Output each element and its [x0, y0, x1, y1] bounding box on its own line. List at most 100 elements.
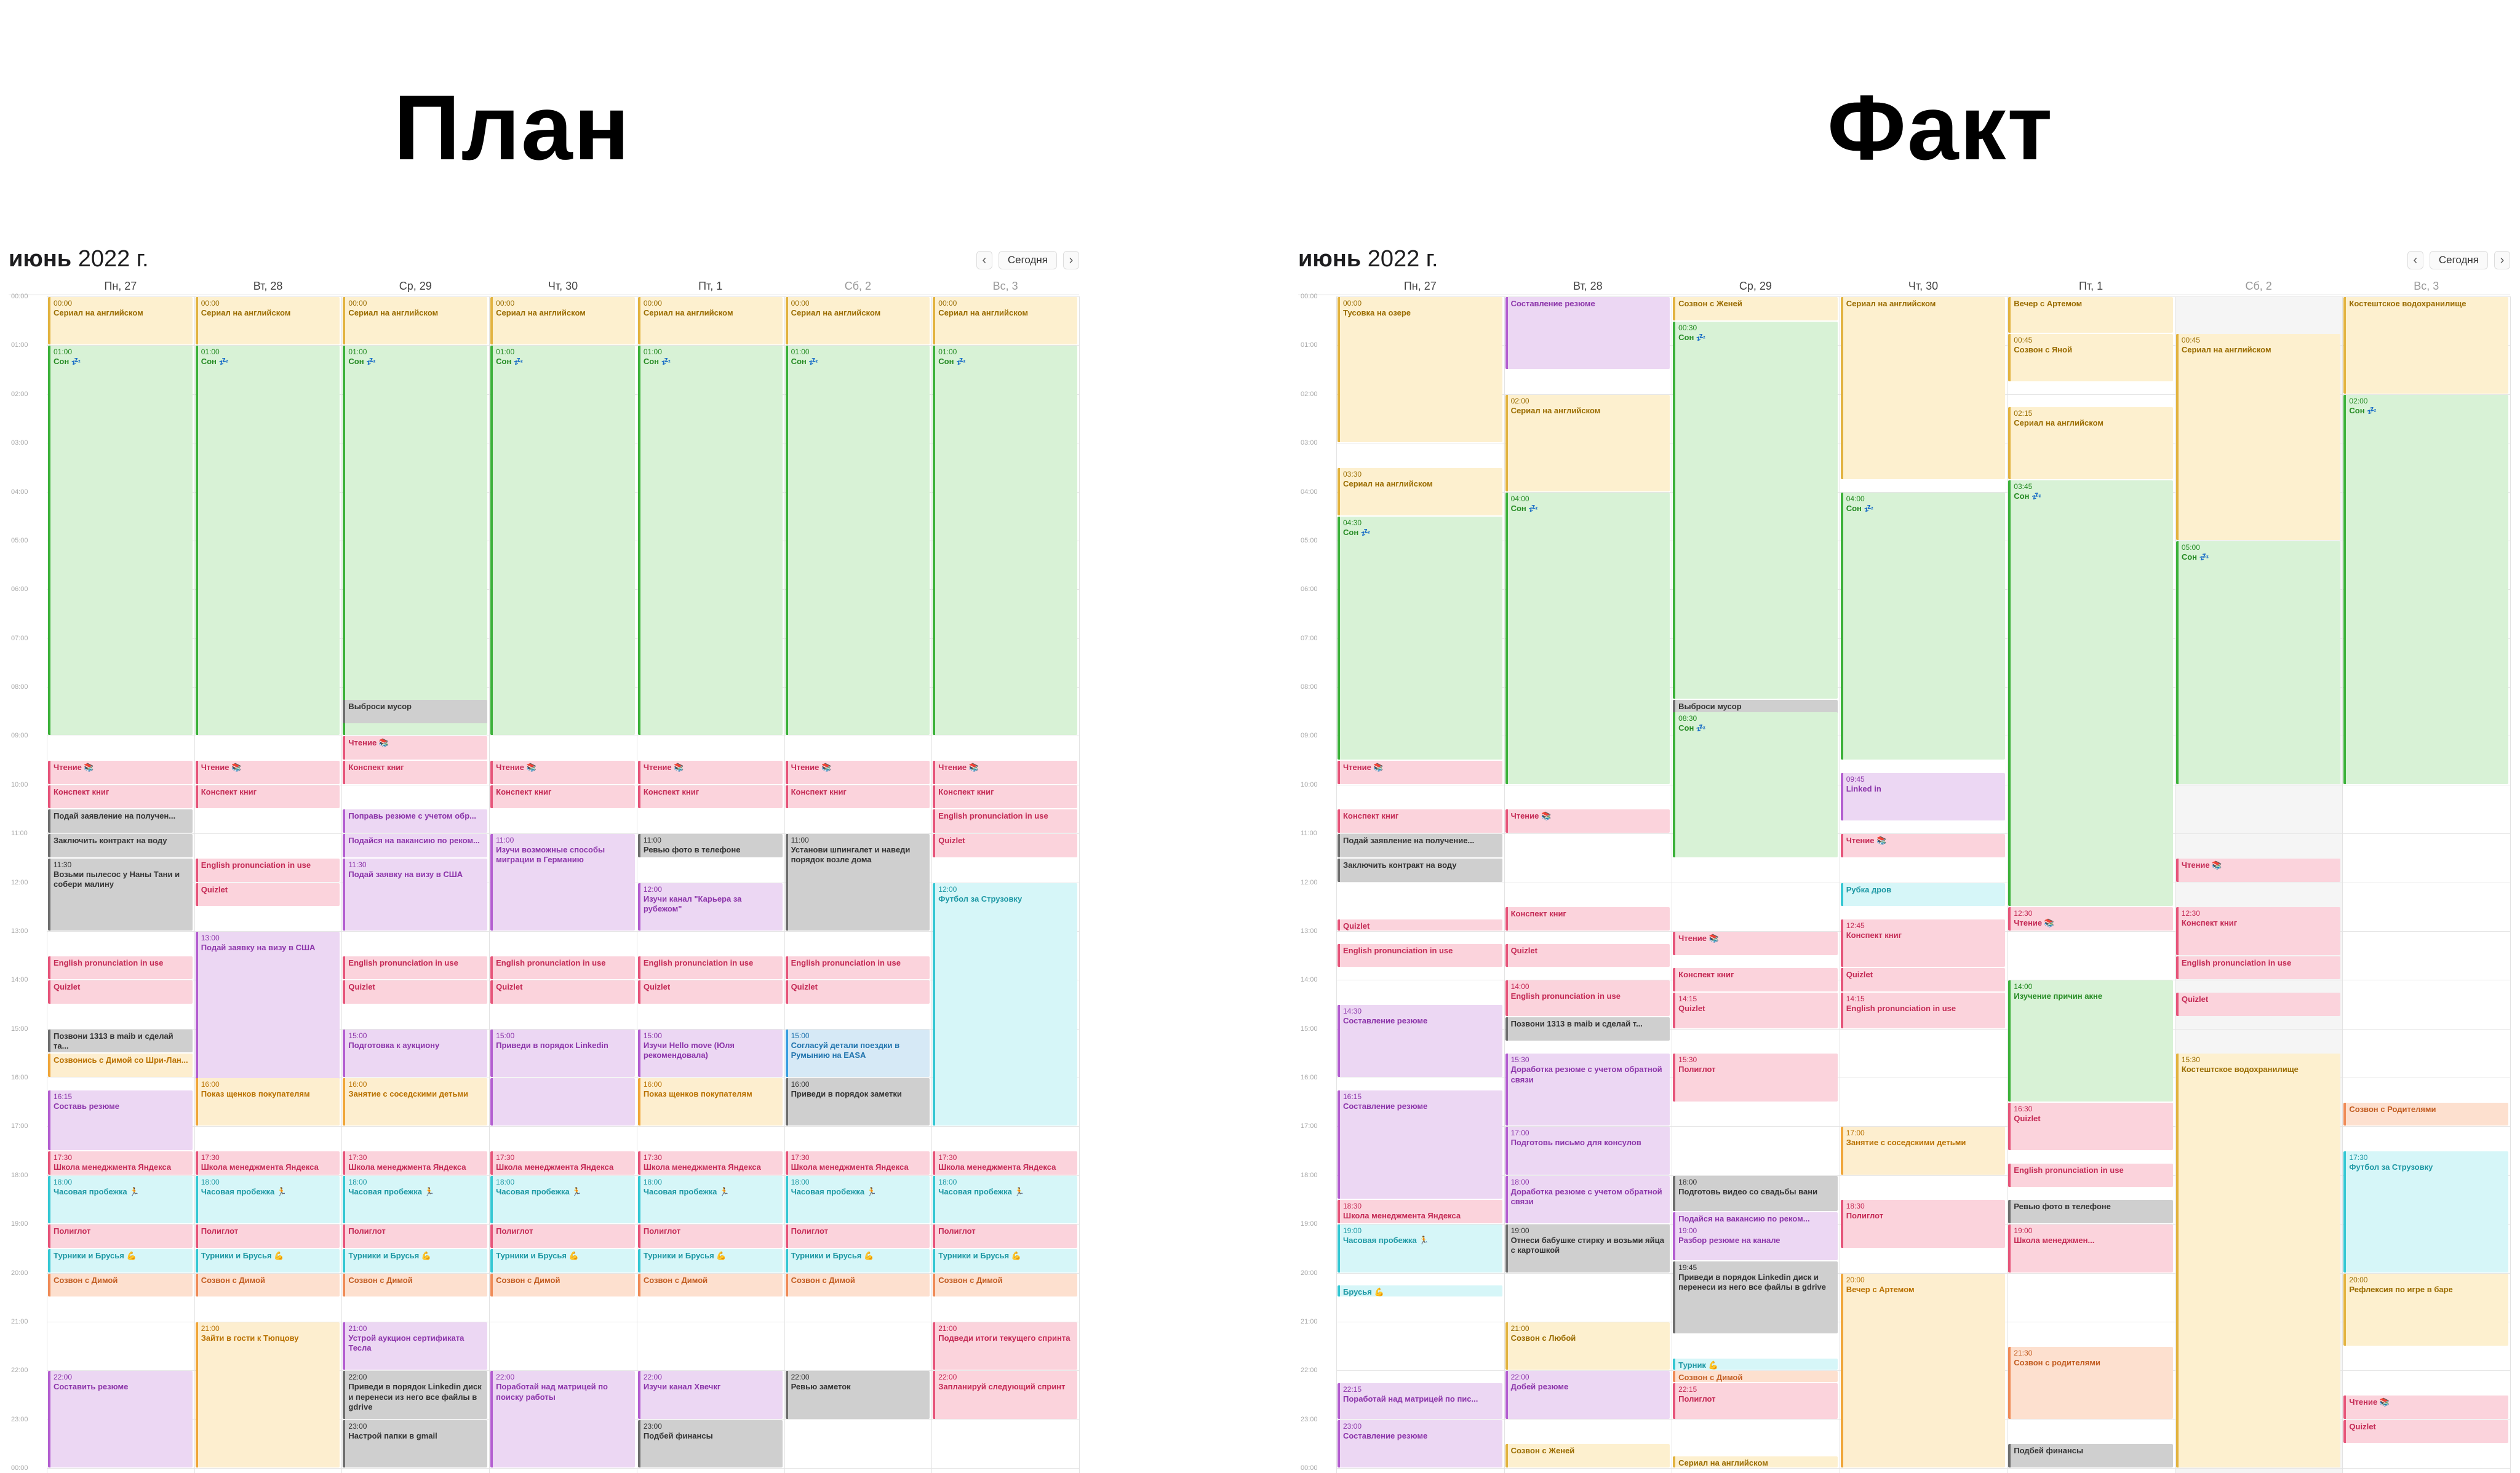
- calendar-event[interactable]: 11:30 Возьми пылесос у Наны Тани и собери…: [48, 858, 193, 931]
- calendar-event[interactable]: Позвони 1313 в maib и сделай т...: [1505, 1017, 1670, 1041]
- calendar-event[interactable]: 04:30 Сон 💤: [1338, 517, 1502, 760]
- today-button[interactable]: Сегодня: [998, 251, 1057, 269]
- calendar-event[interactable]: 00:45 Созвон с Яной: [2008, 333, 2173, 381]
- calendar-event[interactable]: Вечер с Артемом: [2008, 297, 2173, 333]
- calendar-event[interactable]: Заключить контракт на воду: [1338, 858, 1502, 882]
- calendar-event[interactable]: 01:00 Сон 💤: [785, 346, 930, 736]
- calendar-event[interactable]: 19:00 Разбор резюме на канале: [1673, 1225, 1838, 1260]
- calendar-event[interactable]: Конспект книг: [343, 761, 488, 784]
- calendar-event[interactable]: Чтение 📚: [933, 761, 1077, 784]
- calendar-event[interactable]: 15:00 Подготовка к аукциону: [343, 1029, 488, 1078]
- calendar-event[interactable]: 20:00 Рефлексия по игре в баре: [2343, 1273, 2508, 1346]
- today-button[interactable]: Сегодня: [2429, 251, 2488, 269]
- calendar-event[interactable]: 18:00 Подготовь видео со свадьбы вани: [1673, 1175, 1838, 1212]
- calendar-event[interactable]: Чтение 📚: [48, 761, 193, 784]
- calendar-event[interactable]: Турники и Брусья 💪: [785, 1249, 930, 1272]
- calendar-event[interactable]: Чтение 📚: [2343, 1395, 2508, 1419]
- calendar-event[interactable]: 12:30 Конспект книг: [2175, 907, 2341, 955]
- calendar-event[interactable]: Чтение 📚: [195, 761, 340, 784]
- calendar-event[interactable]: Чтение 📚: [490, 761, 635, 784]
- calendar-event[interactable]: Конспект книг: [195, 785, 340, 809]
- calendar-event[interactable]: 00:00 Тусовка на озере: [1338, 297, 1502, 443]
- calendar-event[interactable]: Поправь резюме с учетом обр...: [343, 809, 488, 833]
- calendar-event[interactable]: 22:00 Ревью заметок: [785, 1371, 930, 1419]
- calendar-event[interactable]: 21:00 Устрой аукцион сертификата Тесла: [343, 1322, 488, 1370]
- calendar-event[interactable]: Созвон с Димой: [933, 1273, 1077, 1297]
- calendar-event[interactable]: 21:00 Зайти в гости к Тюпцову: [195, 1322, 340, 1468]
- calendar-event[interactable]: Quizlet: [637, 980, 783, 1004]
- calendar-event[interactable]: Турники и Брусья 💪: [195, 1249, 340, 1272]
- calendar-event[interactable]: 02:15 Сериал на английском: [2008, 407, 2173, 479]
- day-header[interactable]: Сб, 2: [844, 280, 872, 292]
- calendar-event[interactable]: 01:00 Сон 💤: [490, 346, 635, 736]
- calendar-event[interactable]: 18:00 Часовая пробежка 🏃: [490, 1175, 635, 1224]
- calendar-event[interactable]: 14:15 Quizlet: [1673, 993, 1838, 1028]
- day-header[interactable]: Пн, 27: [1403, 280, 1437, 292]
- calendar-event[interactable]: Чтение 📚: [637, 761, 783, 784]
- calendar-event[interactable]: 22:00 Приведи в порядок Linkedin диск и п…: [343, 1371, 488, 1419]
- calendar-event[interactable]: 19:00 Школа менеджмен...: [2008, 1225, 2173, 1272]
- calendar-event[interactable]: Конспект книг: [1673, 968, 1838, 992]
- calendar-event[interactable]: English pronunciation in use: [785, 956, 930, 980]
- calendar-event[interactable]: 11:00 Установи шпингалет и наведи порядок…: [785, 834, 930, 931]
- calendar-event[interactable]: Выброси мусор: [343, 699, 488, 723]
- calendar-event[interactable]: 00:00 Сериал на английском: [785, 297, 930, 345]
- calendar-event[interactable]: 03:30 Сериал на английском: [1338, 467, 1502, 516]
- calendar-event[interactable]: 18:00 Часовая пробежка 🏃: [195, 1175, 340, 1224]
- calendar-event[interactable]: 16:00 Приведи в порядок заметки: [785, 1078, 930, 1126]
- calendar-event[interactable]: 19:00 Отнеси бабушке стирку и возьми яйца…: [1505, 1225, 1670, 1272]
- calendar-event[interactable]: Созвон с Димой: [1673, 1371, 1838, 1383]
- calendar-event[interactable]: 18:30 Полиглот: [1840, 1200, 2006, 1248]
- calendar-event[interactable]: 14:30 Составление резюме: [1338, 1004, 1502, 1078]
- calendar-event[interactable]: 14:15 English pronunciation in use: [1840, 993, 2006, 1028]
- calendar-event[interactable]: Чтение 📚: [1673, 931, 1838, 955]
- calendar-event[interactable]: 15:00 Изучи Hello move (Юля рекомендовала…: [637, 1029, 783, 1078]
- day-header[interactable]: Пт, 1: [2078, 280, 2103, 292]
- calendar-event[interactable]: Полиглот: [637, 1225, 783, 1248]
- calendar-event[interactable]: 18:00 Часовая пробежка 🏃: [48, 1175, 193, 1224]
- calendar-event[interactable]: Конспект книг: [637, 785, 783, 809]
- calendar-event[interactable]: Созвон с Женей: [1673, 297, 1838, 320]
- calendar-event[interactable]: English pronunciation in use: [2175, 956, 2341, 980]
- calendar-event[interactable]: 00:00 Сериал на английском: [637, 297, 783, 345]
- calendar-event[interactable]: 08:30 Сон 💤: [1673, 712, 1838, 857]
- calendar-event[interactable]: 18:00 Доработка резюме с учетом обратной …: [1505, 1175, 1670, 1224]
- day-header[interactable]: Сб, 2: [2245, 280, 2272, 292]
- calendar-event[interactable]: Созвон с Димой: [785, 1273, 930, 1297]
- calendar-event[interactable]: 21:00 Созвон с Любой: [1505, 1322, 1670, 1370]
- calendar-event[interactable]: Quizlet: [490, 980, 635, 1004]
- calendar-event[interactable]: Quizlet: [48, 980, 193, 1004]
- calendar-event[interactable]: Чтение 📚: [343, 736, 488, 760]
- calendar-event[interactable]: Quizlet: [933, 834, 1077, 857]
- prev-week-button[interactable]: ‹: [976, 251, 992, 269]
- calendar-event[interactable]: 22:00 Изучи канал Хвечкг: [637, 1371, 783, 1419]
- calendar-event[interactable]: 20:00 Вечер с Артемом: [1840, 1273, 2006, 1468]
- calendar-event[interactable]: 17:30 Школа менеджмента Яндекса: [490, 1151, 635, 1175]
- calendar-event[interactable]: Quizlet: [785, 980, 930, 1004]
- calendar-event[interactable]: Турник 💪: [1673, 1359, 1838, 1370]
- calendar-event[interactable]: Чтение 📚: [1505, 809, 1670, 833]
- calendar-event[interactable]: Чтение 📚: [1840, 834, 2006, 857]
- calendar-event[interactable]: Полиглот: [48, 1225, 193, 1248]
- calendar-event[interactable]: 18:00 Часовая пробежка 🏃: [785, 1175, 930, 1224]
- calendar-event[interactable]: 11:00 Изучи возможные способы миграции в …: [490, 834, 635, 931]
- calendar-event[interactable]: 02:00 Сон 💤: [2343, 394, 2508, 784]
- calendar-event[interactable]: English pronunciation in use: [490, 956, 635, 980]
- calendar-event[interactable]: 22:00 Поработай над матрицей по поиску ра…: [490, 1371, 635, 1468]
- calendar-event[interactable]: 16:00 Занятие с соседскими детьми: [343, 1078, 488, 1126]
- calendar-event[interactable]: Полиглот: [195, 1225, 340, 1248]
- calendar-event[interactable]: Брусья 💪: [1338, 1285, 1502, 1297]
- calendar-event[interactable]: Конспект книг: [1338, 809, 1502, 833]
- calendar-event[interactable]: Созвон с Димой: [195, 1273, 340, 1297]
- calendar-event[interactable]: Турники и Брусья 💪: [343, 1249, 488, 1272]
- calendar-event[interactable]: Турники и Брусья 💪: [48, 1249, 193, 1272]
- day-header[interactable]: Пн, 27: [104, 280, 137, 292]
- calendar-event[interactable]: 19:45 Приведи в порядок Linkedin диск и п…: [1673, 1261, 1838, 1333]
- calendar-event[interactable]: Quizlet: [1505, 943, 1670, 967]
- calendar-event[interactable]: Костештское водохранилище: [2343, 297, 2508, 394]
- day-header[interactable]: Вт, 28: [253, 280, 283, 292]
- calendar-event[interactable]: 12:45 Конспект книг: [1840, 919, 2006, 967]
- calendar-event[interactable]: Турники и Брусья 💪: [933, 1249, 1077, 1272]
- calendar-event[interactable]: Подайся на вакансию по реком...: [343, 834, 488, 857]
- calendar-event[interactable]: 15:00 Приведи в порядок Linkedin: [490, 1029, 635, 1078]
